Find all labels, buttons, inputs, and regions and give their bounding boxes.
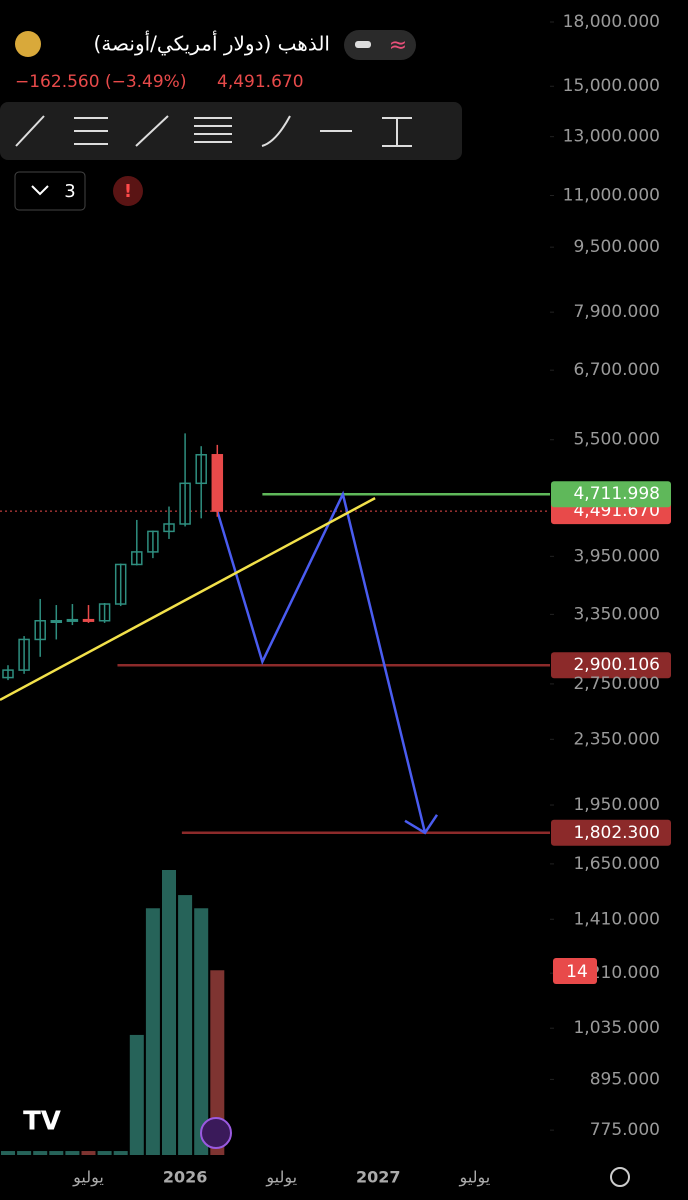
gold-icon xyxy=(15,31,41,57)
tool-measure[interactable] xyxy=(382,117,412,147)
volume-bar xyxy=(49,1151,64,1155)
y-tick-label: 895.000 xyxy=(590,1069,660,1089)
logo: TV xyxy=(23,1107,61,1137)
level-label-box xyxy=(551,652,671,679)
alert-mark: ! xyxy=(124,181,132,202)
chevron xyxy=(31,185,49,196)
x-tick-label: 2026 xyxy=(163,1168,208,1187)
level-label-box xyxy=(551,481,671,508)
tool-arc[interactable] xyxy=(261,115,291,147)
title: الذهب (دولار أمريكي/أونصة) xyxy=(94,31,330,57)
volume-bar xyxy=(65,1151,80,1155)
volume-bar xyxy=(145,908,160,1155)
y-tick-label: 1,950.000 xyxy=(573,795,660,815)
price: 4,491.670 xyxy=(217,72,304,92)
wave-icon: ≈ xyxy=(389,33,407,58)
y-tick-label: 775.000 xyxy=(590,1120,660,1140)
volume-bar xyxy=(17,1151,32,1155)
tool-ray[interactable] xyxy=(135,115,169,147)
dropdown[interactable] xyxy=(14,171,86,211)
alert-icon[interactable] xyxy=(113,176,143,206)
y-tick-label: 3,350.000 xyxy=(573,604,660,624)
y-tick-label: 1,410.000 xyxy=(573,909,660,929)
tool-fib[interactable] xyxy=(74,117,108,145)
y-tick-label: 11,000.000 xyxy=(563,186,660,206)
level-label: 2,900.106 xyxy=(573,655,660,675)
y-tick-label: 9,500.000 xyxy=(573,237,660,257)
y-tick-label: 7,900.000 xyxy=(573,302,660,322)
level-label: 4,711.998 xyxy=(573,484,660,504)
y-tick-label: 2,750.000 xyxy=(573,674,660,694)
volume-bar xyxy=(129,1034,144,1155)
dropdown-count: 3 xyxy=(64,181,75,202)
y-tick-label: 5,500.000 xyxy=(573,430,660,450)
y-tick-label: 2,350.000 xyxy=(573,729,660,749)
volume-bar xyxy=(162,870,176,1155)
volume-label: 14 xyxy=(566,962,588,982)
level-label: 1,802.300 xyxy=(573,823,660,843)
y-tick-label: 1,650.000 xyxy=(573,854,660,874)
volume-bar xyxy=(113,1151,128,1155)
volume-bar xyxy=(178,895,193,1155)
y-tick-label: 1,035.000 xyxy=(573,1018,660,1038)
volume-bar xyxy=(33,1151,48,1155)
projection-path xyxy=(216,490,427,834)
volume-bar xyxy=(1,1151,15,1155)
change: −162.560 (−3.49%) xyxy=(15,72,186,92)
x-tick-label: يوليو xyxy=(265,1168,297,1188)
level-label-box xyxy=(551,819,671,846)
y-tick-label: 6,700.000 xyxy=(573,360,660,380)
mode-pill[interactable] xyxy=(344,30,416,60)
volume-label-box xyxy=(553,958,597,984)
x-tick-label: يوليو xyxy=(72,1168,104,1188)
volume-bar xyxy=(210,970,225,1155)
tool-trend[interactable] xyxy=(15,115,45,147)
bolt-icon[interactable] xyxy=(200,1117,232,1149)
minus-icon xyxy=(355,41,371,48)
y-tick-label: 13,000.000 xyxy=(563,127,660,147)
toolbar xyxy=(0,102,462,160)
tool-icons xyxy=(15,115,412,147)
volume-bar xyxy=(81,1151,96,1155)
y-tick-label: 18,000.000 xyxy=(563,12,660,32)
volume-bar xyxy=(194,908,209,1155)
trendline xyxy=(0,497,376,702)
settings-icon[interactable] xyxy=(610,1167,630,1187)
x-tick-label: 2027 xyxy=(356,1168,401,1187)
volume-bar xyxy=(97,1151,112,1155)
y-tick-label: 15,000.000 xyxy=(563,76,660,96)
x-tick-label: يوليو xyxy=(459,1168,491,1188)
tool-channel[interactable] xyxy=(194,117,232,143)
y-tick-label: 3,950.000 xyxy=(573,546,660,566)
